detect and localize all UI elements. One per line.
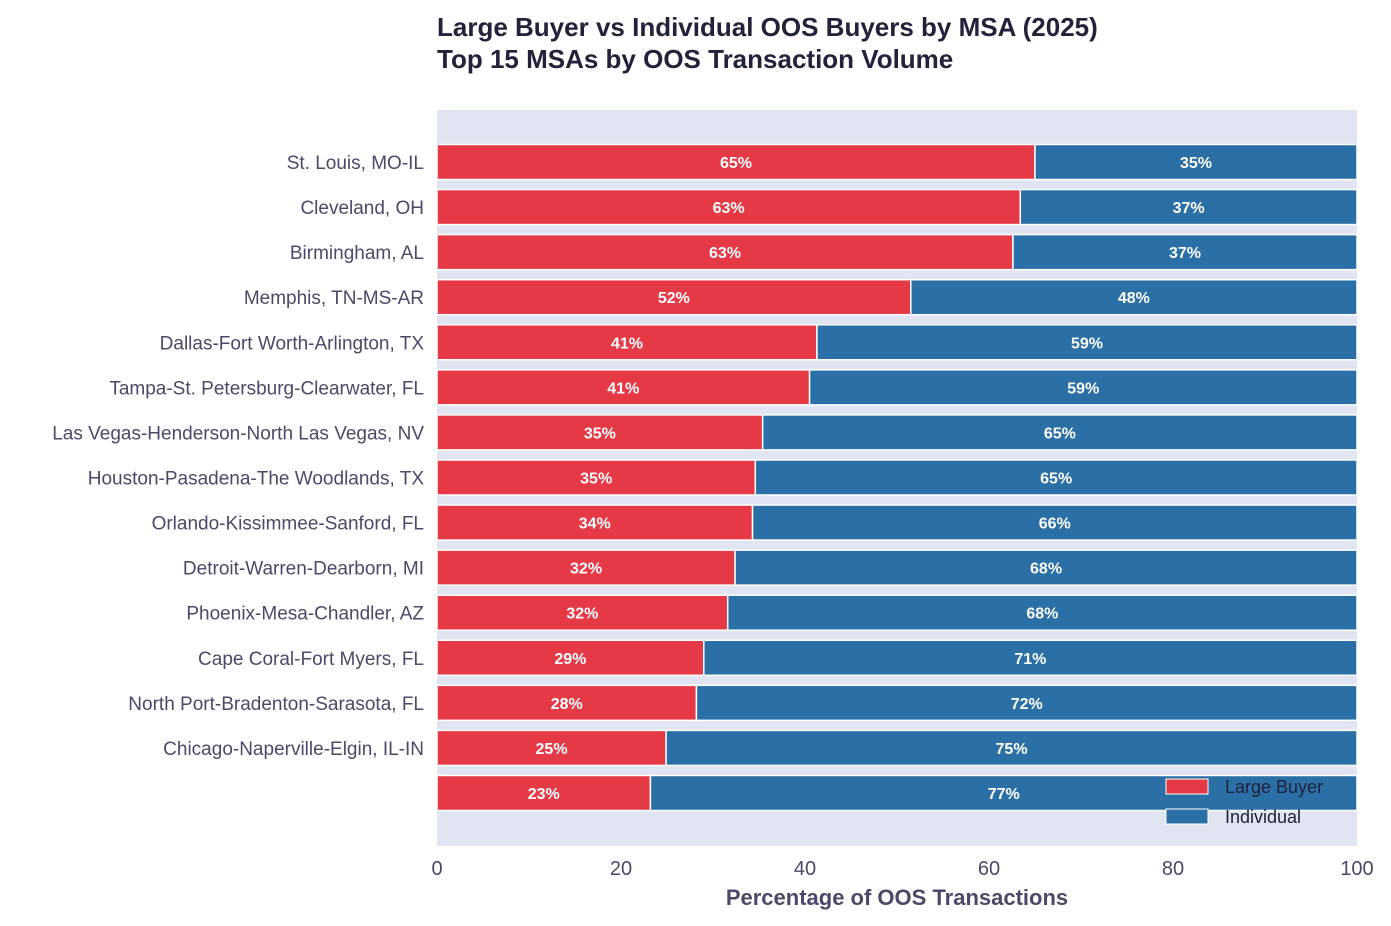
bar-large-buyer <box>436 774 652 812</box>
y-tick-label: Chicago-Naperville-Elgin, IL-IN <box>163 739 424 760</box>
y-tick-label: Cape Coral-Fort Myers, FL <box>198 649 424 670</box>
data-label: 25% <box>536 741 568 758</box>
bar-large-buyer <box>436 684 698 722</box>
chart-subtitle: Top 15 MSAs by OOS Transaction Volume <box>437 44 953 74</box>
bar-individual <box>734 549 1358 586</box>
bar-individual <box>751 504 1358 541</box>
bar-individual <box>910 278 1358 316</box>
bar-large-buyer <box>436 369 811 406</box>
bar-large-buyer <box>436 459 757 496</box>
bar-large-buyer <box>436 233 1014 271</box>
data-label: 65% <box>1040 470 1072 487</box>
data-label: 68% <box>1026 606 1058 623</box>
x-tick-label: 100 <box>1340 858 1373 880</box>
x-tick-label: 40 <box>794 858 816 880</box>
y-tick-label: Orlando-Kissimmee-Sanford, FL <box>152 514 424 535</box>
y-tick-label: Dallas-Fort Worth-Arlington, TX <box>160 333 425 354</box>
data-label: 63% <box>709 245 741 262</box>
y-tick-label: St. Louis, MO-IL <box>287 153 424 174</box>
legend-swatch-individual <box>1165 808 1209 825</box>
bar-large-buyer <box>436 414 764 451</box>
bar-individual <box>703 639 1358 677</box>
data-label: 66% <box>1039 516 1071 533</box>
bar-individual <box>1019 188 1358 226</box>
bar-individual <box>808 369 1358 406</box>
bar-large-buyer <box>436 504 754 541</box>
bar-large-buyer <box>436 324 818 361</box>
bar-individual <box>1012 233 1358 271</box>
data-label: 32% <box>566 606 598 623</box>
bar-large-buyer <box>436 639 705 677</box>
y-tick-label: Memphis, TN-MS-AR <box>244 288 424 309</box>
data-label: 75% <box>996 741 1028 758</box>
y-tick-label: Houston-Pasadena-The Woodlands, TX <box>88 468 425 489</box>
legend: Large Buyer Individual <box>1165 777 1323 827</box>
data-label: 52% <box>658 290 690 307</box>
data-label: 37% <box>1169 245 1201 262</box>
y-tick-label: Birmingham, AL <box>290 243 424 264</box>
bar-large-buyer <box>436 549 736 586</box>
data-label: 65% <box>720 155 752 172</box>
y-tick-label: Phoenix-Mesa-Chandler, AZ <box>186 604 424 625</box>
legend-label: Individual <box>1225 807 1301 827</box>
data-label: 68% <box>1030 561 1062 578</box>
data-label: 77% <box>988 786 1020 803</box>
data-label: 23% <box>528 786 560 803</box>
data-label: 32% <box>570 561 602 578</box>
data-label: 65% <box>1044 425 1076 442</box>
bar-individual <box>1034 143 1358 181</box>
data-label: 41% <box>611 335 643 352</box>
data-label: 59% <box>1067 380 1099 397</box>
data-label: 35% <box>584 425 616 442</box>
data-label: 34% <box>579 516 611 533</box>
y-tick-label: Tampa-St. Petersburg-Clearwater, FL <box>109 378 424 399</box>
bar-large-buyer <box>436 594 729 631</box>
data-label: 28% <box>551 696 583 713</box>
bar-large-buyer <box>436 188 1022 226</box>
x-tick-label: 20 <box>610 858 632 880</box>
y-tick-label: Detroit-Warren-Dearborn, MI <box>183 559 424 580</box>
data-label: 63% <box>713 200 745 217</box>
y-tick-label: Cleveland, OH <box>300 198 424 219</box>
bar-individual <box>726 594 1358 631</box>
data-label: 48% <box>1118 290 1150 307</box>
bar-individual <box>649 774 1358 812</box>
data-label: 35% <box>580 470 612 487</box>
data-label: 37% <box>1173 200 1205 217</box>
x-tick-label: 60 <box>978 858 1000 880</box>
legend-swatch-large-buyer <box>1165 778 1209 795</box>
x-tick-label: 80 <box>1162 858 1184 880</box>
data-label: 29% <box>554 651 586 668</box>
x-axis-label: Percentage of OOS Transactions <box>726 885 1068 910</box>
data-label: 71% <box>1014 651 1046 668</box>
legend-label: Large Buyer <box>1225 777 1323 797</box>
bar-large-buyer <box>436 143 1036 181</box>
bar-individual <box>816 324 1358 361</box>
bar-individual <box>665 729 1358 767</box>
y-tick-label: Las Vegas-Henderson-North Las Vegas, NV <box>52 423 424 444</box>
data-label: 59% <box>1071 335 1103 352</box>
bar-individual <box>695 684 1358 722</box>
y-tick-label: North Port-Bradenton-Sarasota, FL <box>128 694 424 715</box>
data-label: 41% <box>607 380 639 397</box>
bar-individual <box>761 414 1358 451</box>
chart-title: Large Buyer vs Individual OOS Buyers by … <box>437 12 1098 42</box>
data-label: 35% <box>1180 155 1212 172</box>
data-label: 72% <box>1011 696 1043 713</box>
bar-individual <box>754 459 1358 496</box>
x-tick-label: 0 <box>431 858 442 880</box>
